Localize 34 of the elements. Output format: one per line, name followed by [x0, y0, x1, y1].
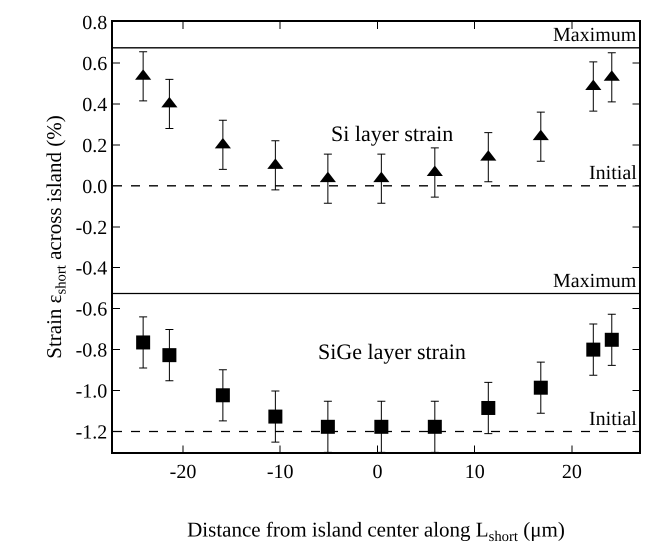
- ref-line-label: Initial: [589, 408, 638, 430]
- y-tick-label: -1.2: [76, 422, 108, 444]
- y-tick-label: -0.6: [76, 298, 108, 321]
- ref-line-label: Initial: [589, 162, 638, 184]
- x-tick-label: -10: [266, 460, 294, 483]
- x-tick-label: -20: [170, 460, 196, 483]
- point: [604, 332, 619, 347]
- y-tick-label: -0.4: [76, 258, 108, 280]
- annotation: SiGe layer strain: [318, 339, 466, 364]
- x-axis-title: Distance from island center along L$_{short}$ (μm): [187, 517, 565, 545]
- point: [320, 420, 335, 434]
- ref-line-label: Maximum: [553, 270, 637, 292]
- point: [534, 380, 548, 395]
- x-tick-label: 10: [464, 460, 485, 483]
- ref-line-label: Maximum: [553, 24, 637, 46]
- point: [162, 348, 176, 362]
- point: [428, 420, 442, 434]
- point: [374, 420, 388, 434]
- y-tick-label: -0.8: [76, 340, 108, 362]
- y-tick-label: 0.8: [82, 12, 108, 34]
- x-tick-label: 0: [372, 460, 382, 483]
- y-tick-label: 0.6: [82, 52, 108, 75]
- point: [136, 335, 150, 350]
- y-tick-label: -0.2: [76, 216, 108, 239]
- y-tick-label: 0.0: [82, 176, 108, 198]
- y-tick-label: 0.2: [82, 134, 108, 157]
- annotation: Si layer strain: [331, 121, 454, 146]
- x-tick-label: 20: [562, 460, 582, 483]
- point: [586, 342, 600, 357]
- point: [481, 400, 496, 415]
- y-tick-label: 0.4: [82, 94, 108, 116]
- point: [268, 410, 282, 424]
- y-tick-label: -1.0: [76, 380, 108, 403]
- point: [216, 388, 230, 402]
